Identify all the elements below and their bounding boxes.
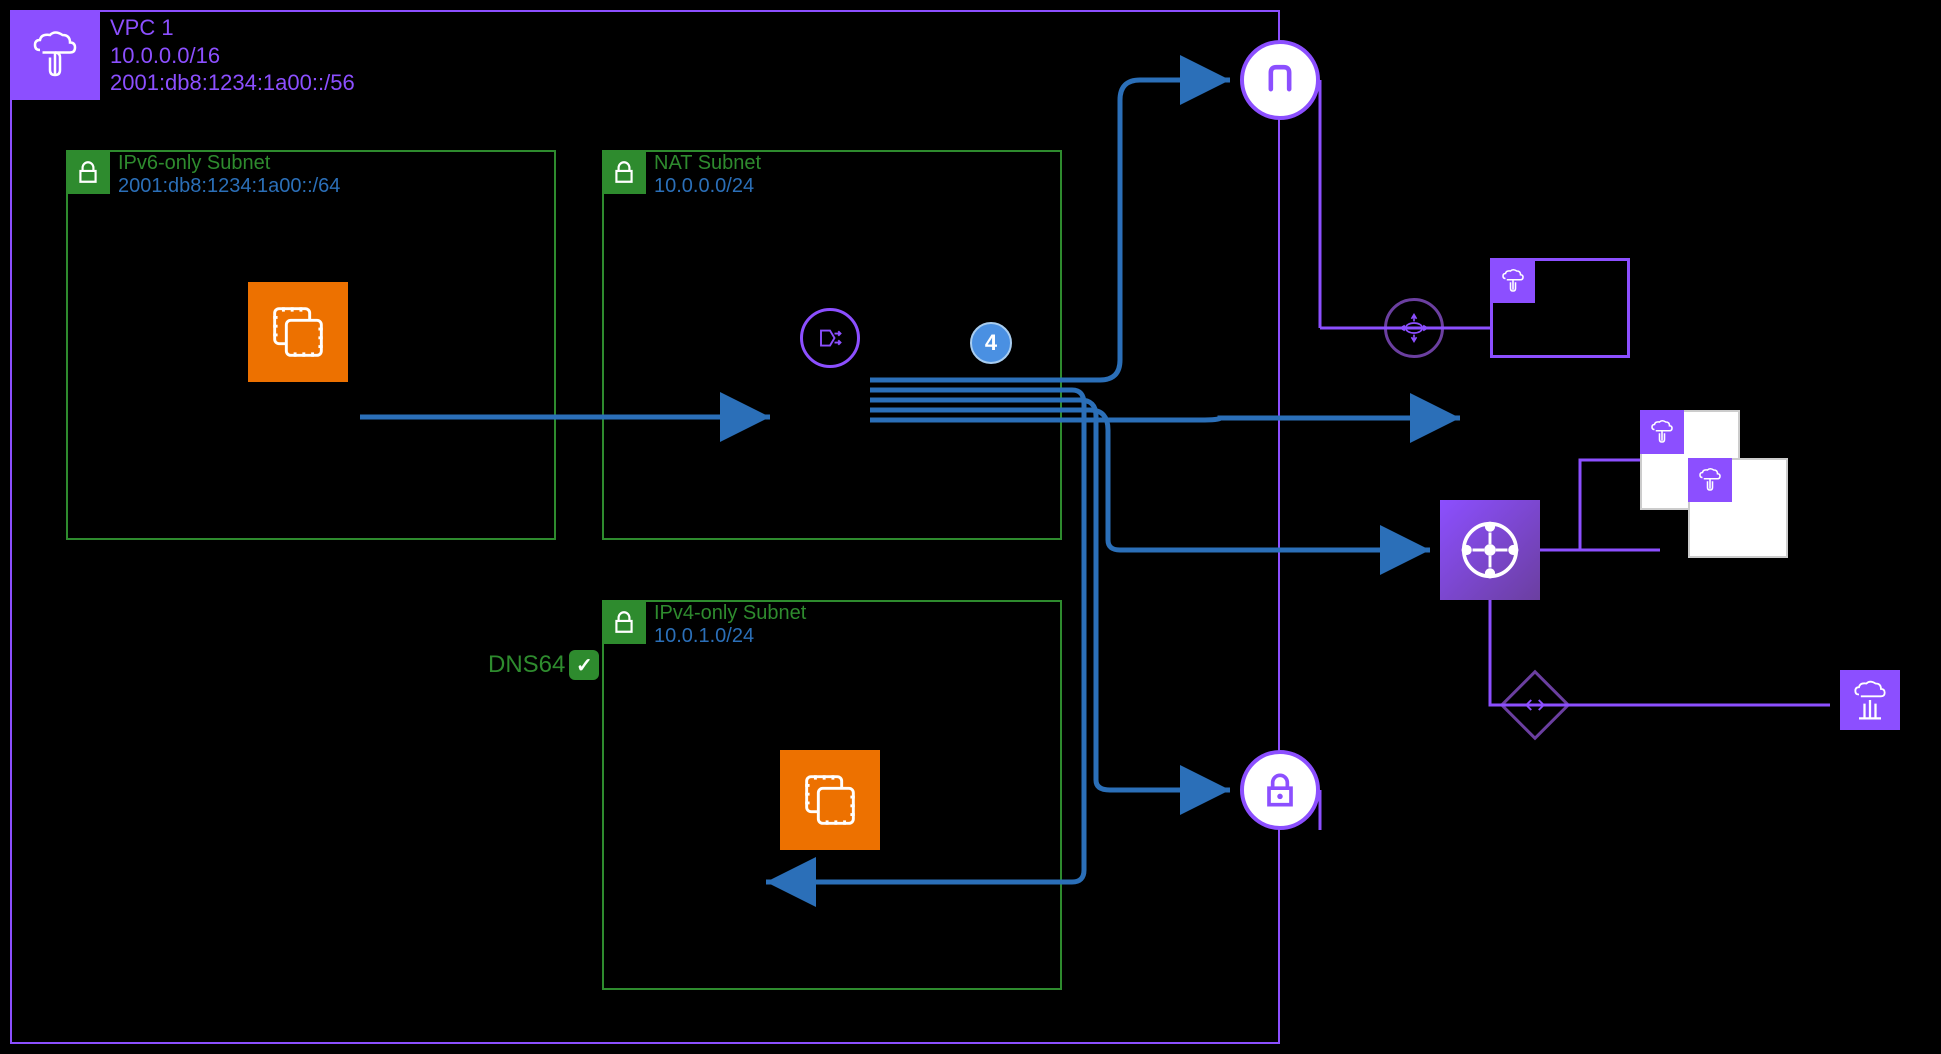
subnet-ipv4-cidr: 10.0.1.0/24 [654,625,806,648]
vpc-cidr-v4: 10.0.0.0/16 [110,42,355,70]
vpc-attachment-box [1688,458,1788,558]
datacenter-icon [1840,670,1900,730]
subnet-ipv6-cidr: 2001:db8:1234:1a00::/64 [118,175,340,198]
peer-vpc-box [1490,258,1630,358]
nat-gateway-icon [800,308,860,368]
vpc-icon [1491,259,1535,303]
ec2-instance-icon [780,750,880,850]
lock-icon [66,150,110,194]
transit-gateway-icon [1440,500,1540,600]
subnet-ipv4-title: IPv4-only Subnet [654,602,806,625]
vpc-title: VPC 1 [110,14,355,42]
internet-gateway-icon [1240,40,1320,120]
vpc-icon [1640,410,1684,454]
badge-value: 4 [985,330,997,356]
check-icon: ✓ [569,650,599,680]
direct-connect-icon [1500,670,1571,741]
dns64-badge: DNS64 ✓ [488,650,599,680]
vpn-gateway-icon [1240,750,1320,830]
vpc-header: VPC 1 10.0.0.0/16 2001:db8:1234:1a00::/5… [10,10,365,101]
subnet-ipv6-title: IPv6-only Subnet [118,152,340,175]
vpc-peering-icon [1384,298,1444,358]
lock-icon [602,600,646,644]
ec2-instance-icon [248,282,348,382]
step-badge: 4 [970,322,1012,364]
vpc-icon [10,10,100,100]
lock-icon [602,150,646,194]
vpc-icon [1688,458,1732,502]
dns64-label: DNS64 [488,651,565,679]
subnet-nat-title: NAT Subnet [654,152,761,175]
vpc-cidr-v6: 2001:db8:1234:1a00::/56 [110,69,355,97]
subnet-nat-cidr: 10.0.0.0/24 [654,175,761,198]
